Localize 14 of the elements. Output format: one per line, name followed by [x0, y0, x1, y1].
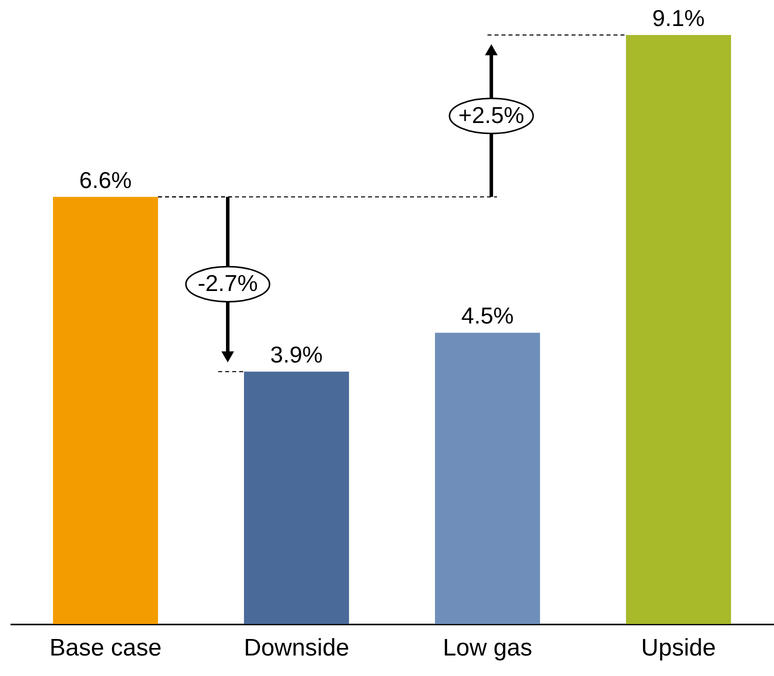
bar [434, 332, 540, 624]
data-label: 6.6% [79, 166, 132, 193]
x-tick-label: Low gas [442, 634, 532, 662]
data-label: 9.1% [652, 5, 705, 31]
data-label: 4.5% [461, 302, 514, 329]
x-tick-label: Upside [641, 634, 716, 662]
bar [52, 196, 158, 624]
x-tick-label: Downside [244, 634, 350, 662]
bar [626, 35, 732, 624]
data-label: 3.9% [270, 342, 323, 368]
annotation: -2.7% [198, 270, 258, 296]
x-tick-label: Base case [49, 634, 162, 662]
bar [244, 372, 350, 624]
annotation: +2.5% [458, 102, 524, 128]
